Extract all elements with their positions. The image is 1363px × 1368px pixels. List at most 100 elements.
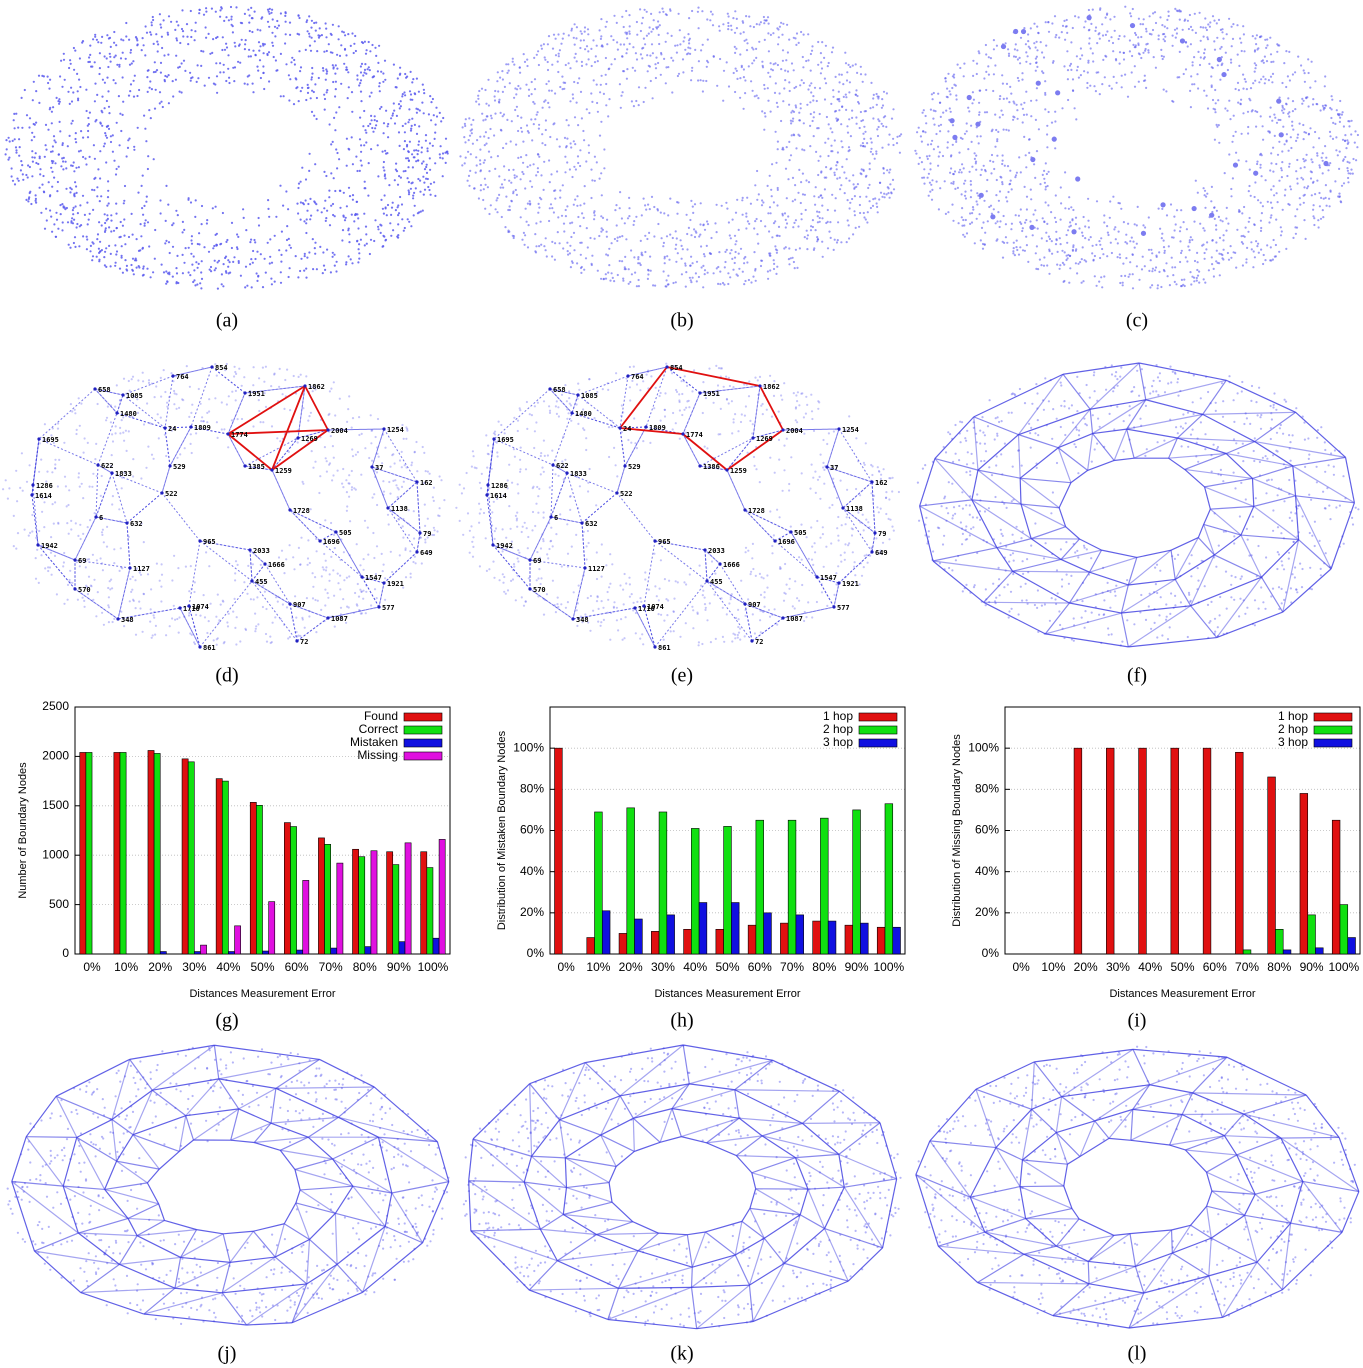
sensor-node bbox=[1190, 106, 1192, 108]
sensor-node bbox=[626, 78, 628, 80]
sensor-node bbox=[1194, 260, 1196, 262]
sensor-node bbox=[247, 9, 249, 11]
sensor-node bbox=[1183, 221, 1185, 223]
sensor-node bbox=[1044, 377, 1046, 379]
sensor-node bbox=[1067, 99, 1069, 101]
sensor-node bbox=[1235, 267, 1237, 269]
sensor-node bbox=[732, 269, 734, 271]
sensor-node bbox=[995, 222, 997, 224]
sensor-node bbox=[883, 193, 885, 195]
sensor-node bbox=[1112, 390, 1114, 392]
sensor-node bbox=[991, 129, 993, 131]
sensor-node bbox=[355, 156, 357, 158]
sensor-node bbox=[1229, 118, 1231, 120]
sensor-node bbox=[922, 112, 924, 114]
sensor-node bbox=[273, 56, 275, 58]
sensor-node bbox=[1060, 186, 1062, 188]
sensor-node bbox=[365, 53, 367, 55]
sensor-node bbox=[1123, 35, 1125, 37]
sensor-node bbox=[852, 233, 854, 235]
sensor-node bbox=[1312, 146, 1314, 148]
sensor-node bbox=[996, 455, 998, 457]
sensor-node bbox=[526, 65, 528, 67]
sensor-node bbox=[864, 73, 866, 75]
sensor-node bbox=[52, 106, 54, 108]
sensor-node bbox=[1273, 185, 1275, 187]
sensor-node bbox=[954, 424, 956, 426]
sensor-node bbox=[1174, 281, 1176, 283]
sensor-node bbox=[41, 75, 43, 77]
sensor-node bbox=[154, 258, 156, 260]
sensor-node bbox=[889, 169, 891, 171]
sensor-node bbox=[425, 166, 427, 168]
sensor-node bbox=[849, 207, 851, 209]
sensor-node bbox=[1064, 207, 1066, 209]
sensor-node bbox=[517, 157, 519, 159]
sensor-node bbox=[987, 425, 989, 427]
sensor-node bbox=[607, 272, 609, 274]
sensor-node bbox=[560, 43, 562, 45]
sensor-node bbox=[1221, 64, 1223, 66]
sensor-node bbox=[129, 64, 131, 66]
sensor-node bbox=[855, 227, 857, 229]
sensor-node bbox=[809, 145, 811, 147]
sensor-node bbox=[996, 433, 998, 435]
sensor-node bbox=[837, 239, 839, 241]
sensor-node bbox=[289, 267, 291, 269]
landmark-node bbox=[1029, 225, 1034, 230]
sensor-node bbox=[508, 70, 510, 72]
sensor-node bbox=[296, 86, 298, 88]
sensor-node bbox=[479, 149, 481, 151]
sensor-node bbox=[1064, 39, 1066, 41]
sensor-node bbox=[314, 163, 316, 165]
sensor-node bbox=[1150, 33, 1152, 35]
sensor-node bbox=[1092, 52, 1094, 54]
sensor-node bbox=[22, 173, 24, 175]
sensor-node bbox=[601, 194, 603, 196]
sensor-node bbox=[1197, 51, 1199, 53]
sensor-node bbox=[1288, 51, 1290, 53]
sensor-node bbox=[1075, 217, 1077, 219]
sensor-node bbox=[345, 69, 347, 71]
sensor-node bbox=[186, 36, 188, 38]
sensor-node bbox=[1273, 114, 1275, 116]
sensor-node bbox=[1054, 217, 1056, 219]
sensor-node bbox=[771, 236, 773, 238]
sensor-node bbox=[251, 17, 253, 19]
sensor-node bbox=[1202, 227, 1204, 229]
sensor-node bbox=[194, 284, 196, 286]
sensor-node bbox=[1355, 159, 1357, 161]
sensor-node bbox=[245, 266, 247, 268]
sensor-node bbox=[699, 234, 701, 236]
sensor-node bbox=[7, 159, 9, 161]
sensor-node bbox=[1312, 103, 1314, 105]
sensor-node bbox=[78, 79, 80, 81]
sensor-node bbox=[35, 122, 37, 124]
sensor-node bbox=[119, 144, 121, 146]
sensor-node bbox=[103, 256, 105, 258]
sensor-node bbox=[244, 48, 246, 50]
sensor-node bbox=[382, 245, 384, 247]
sensor-node bbox=[1142, 256, 1144, 258]
sensor-node bbox=[177, 24, 179, 26]
sensor-node bbox=[551, 64, 553, 66]
sensor-node bbox=[1003, 215, 1005, 217]
sensor-node bbox=[972, 462, 974, 464]
sensor-node bbox=[435, 124, 437, 126]
sensor-node bbox=[1227, 252, 1229, 254]
sensor-node bbox=[838, 91, 840, 93]
sensor-node bbox=[815, 229, 817, 231]
sensor-node bbox=[736, 78, 738, 80]
sensor-node bbox=[1276, 568, 1278, 570]
sensor-node bbox=[1014, 394, 1016, 396]
sensor-node bbox=[56, 190, 58, 192]
sensor-node bbox=[710, 237, 712, 239]
sensor-node bbox=[109, 37, 111, 39]
sensor-node bbox=[716, 267, 718, 269]
sensor-node bbox=[115, 203, 117, 205]
sensor-node bbox=[47, 129, 49, 131]
sensor-node bbox=[300, 201, 302, 203]
sensor-node bbox=[42, 175, 44, 177]
sensor-node bbox=[31, 150, 33, 152]
sensor-node bbox=[1197, 192, 1199, 194]
